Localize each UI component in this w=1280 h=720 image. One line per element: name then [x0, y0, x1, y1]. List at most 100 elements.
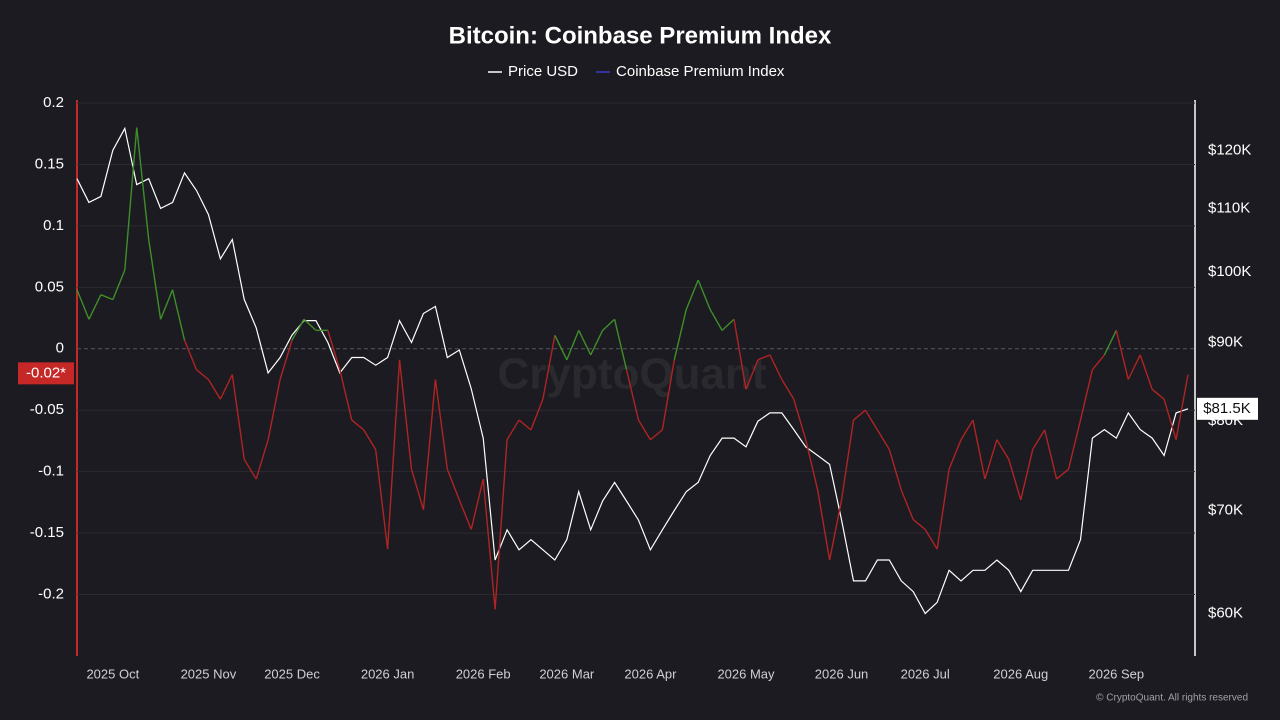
y-tick-label: -0.2	[38, 586, 64, 603]
premium-segment	[924, 529, 938, 550]
premium-segment	[1067, 419, 1082, 470]
x-tick-label: 2025 Nov	[181, 666, 237, 681]
x-tick-label: 2026 Sep	[1088, 666, 1144, 681]
premium-segment	[816, 489, 831, 561]
premium-segment	[327, 330, 341, 370]
premium-segment	[554, 334, 568, 361]
premium-segment	[996, 439, 1010, 460]
premium-segment	[1115, 330, 1129, 380]
premium-segment	[1175, 374, 1189, 440]
last-value-label: $81.5K	[1203, 400, 1251, 417]
premium-segment	[410, 469, 425, 510]
y2-tick-label: $60K	[1208, 604, 1243, 621]
premium-segment	[219, 374, 233, 400]
premium-segment	[793, 398, 807, 440]
premium-segment	[470, 478, 484, 530]
premium-segment	[590, 330, 604, 356]
price-line	[76, 126, 1189, 615]
premium-segment	[1127, 354, 1141, 380]
premium-segment	[876, 429, 890, 450]
premium-segment	[781, 379, 795, 400]
premium-segment	[709, 309, 723, 331]
premium-segment	[279, 339, 293, 380]
premium-segment	[661, 359, 676, 431]
premium-segment	[900, 489, 914, 520]
premium-segment	[853, 409, 866, 421]
y-tick-label: -0.15	[30, 524, 64, 541]
premium-segment	[183, 339, 198, 370]
x-tick-label: 2025 Oct	[86, 666, 139, 681]
premium-segment	[422, 379, 437, 510]
premium-segment	[828, 499, 843, 561]
premium-segment	[864, 409, 878, 431]
premium-segment	[159, 289, 174, 320]
premium-segment	[1139, 354, 1153, 390]
y-tick-label: 0	[56, 340, 64, 357]
x-tick-label: 2026 Aug	[993, 666, 1048, 681]
last-value-badge	[1197, 397, 1258, 420]
premium-segment	[339, 369, 353, 421]
y-tick-label: -0.1	[38, 463, 64, 480]
premium-segment	[171, 289, 186, 341]
last-value-label: -0.02*	[26, 364, 66, 381]
y-tick-label: 0.15	[35, 155, 64, 172]
y2-tick-label: $100K	[1208, 263, 1251, 280]
x-tick-label: 2026 May	[717, 666, 775, 681]
premium-segment	[1163, 398, 1177, 440]
premium-segment	[398, 359, 413, 470]
premium-segment	[100, 294, 114, 301]
premium-segment	[267, 379, 281, 440]
premium-segment	[518, 419, 532, 431]
premium-segment	[530, 398, 544, 431]
premium-segment	[1020, 449, 1034, 501]
premium-segment	[1032, 429, 1046, 450]
premium-segment	[1043, 429, 1058, 480]
premium-segment	[1056, 468, 1069, 480]
premium-segment	[960, 419, 974, 441]
premium-segment	[578, 330, 592, 356]
x-tick-label: 2026 Feb	[456, 666, 511, 681]
legend-label: Coinbase Premium Index	[616, 63, 785, 80]
premium-segment	[303, 318, 317, 331]
premium-segment	[936, 469, 950, 550]
x-tick-label: 2026 Apr	[624, 666, 677, 681]
x-tick-label: 2026 Jan	[361, 666, 415, 681]
premium-segment	[566, 330, 580, 361]
premium-segment	[363, 429, 377, 450]
premium-segment	[769, 354, 783, 380]
premium-segment	[649, 429, 663, 441]
premium-segment	[745, 359, 759, 390]
premium-segment	[494, 439, 508, 610]
premium-segment	[88, 294, 102, 320]
premium-segment	[147, 239, 162, 320]
x-tick-label: 2026 Jun	[815, 666, 869, 681]
chart-title: Bitcoin: Coinbase Premium Index	[449, 22, 832, 49]
y-tick-label: 0.1	[43, 217, 64, 234]
premium-segment	[1091, 354, 1105, 371]
y-tick-label: 0.2	[43, 94, 64, 111]
y2-tick-label: $120K	[1208, 141, 1251, 158]
premium-segment	[434, 379, 449, 470]
y2-tick-label: $90K	[1208, 333, 1243, 350]
x-tick-label: 2026 Mar	[539, 666, 595, 681]
premium-segment	[446, 468, 460, 501]
premium-segment	[458, 499, 472, 530]
premium-segment	[112, 269, 126, 300]
premium-segment	[542, 335, 556, 400]
premium-segment	[255, 439, 269, 480]
y2-tick-label: $70K	[1208, 501, 1243, 518]
x-tick-label: 2025 Dec	[264, 666, 320, 681]
premium-segment	[374, 449, 389, 550]
premium-segment	[482, 478, 496, 610]
last-value-badge	[18, 362, 74, 385]
legend-label: Price USD	[508, 63, 578, 80]
premium-segment	[733, 319, 747, 390]
premium-segment	[1103, 330, 1117, 356]
premium-segment	[231, 374, 245, 460]
premium-segment	[291, 318, 305, 341]
premium-segment	[602, 318, 616, 331]
premium-segment	[196, 369, 209, 381]
premium-segment	[1008, 459, 1022, 501]
